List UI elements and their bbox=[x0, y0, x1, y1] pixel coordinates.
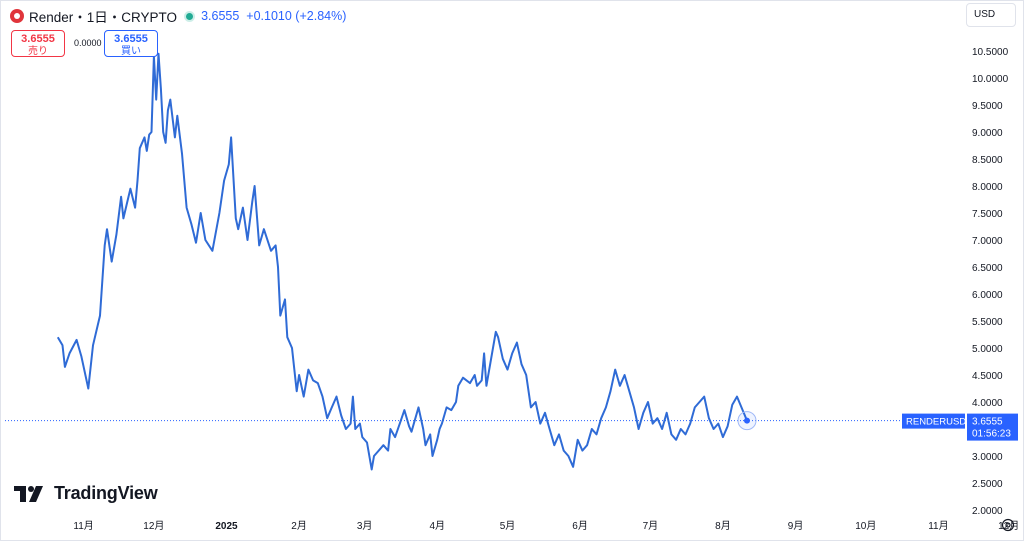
y-tick-label: 10.0000 bbox=[972, 74, 1009, 85]
y-tick-label: 7.5000 bbox=[972, 209, 1003, 220]
tradingview-logo-icon bbox=[14, 485, 43, 502]
y-tick-label: 10.5000 bbox=[972, 47, 1009, 58]
y-tick-label: 8.5000 bbox=[972, 155, 1003, 166]
x-tick-label: 6月 bbox=[572, 520, 588, 532]
y-tick-label: 9.0000 bbox=[972, 128, 1003, 139]
buy-price: 3.6555 bbox=[114, 33, 148, 45]
sell-price: 3.6555 bbox=[21, 33, 55, 45]
live-price-dot bbox=[744, 417, 750, 424]
y-tick-label: 5.0000 bbox=[972, 344, 1003, 355]
buy-label: 買い bbox=[121, 46, 141, 57]
last-price-value: 3.6555 bbox=[972, 417, 1003, 428]
x-tick-label: 2025 bbox=[215, 521, 238, 532]
last-price-tag bbox=[967, 413, 1018, 441]
header-change: +0.1010 (+2.84%) bbox=[246, 9, 347, 23]
bar-countdown: 01:56:23 bbox=[972, 429, 1011, 440]
price-line bbox=[56, 52, 748, 471]
settings-gear-icon[interactable] bbox=[1000, 517, 1016, 533]
y-tick-label: 4.5000 bbox=[972, 371, 1003, 382]
x-tick-label: 7月 bbox=[643, 520, 659, 532]
x-tick-label: 9月 bbox=[788, 520, 804, 532]
y-tick-label: 2.5000 bbox=[972, 479, 1003, 490]
x-tick-label: 3月 bbox=[357, 520, 373, 532]
y-tick-label: 9.5000 bbox=[972, 101, 1003, 112]
x-tick-label: 2月 bbox=[291, 520, 307, 532]
symbol-price-label: RENDERUSD 3.6555 01:56:23 bbox=[902, 413, 1018, 441]
y-tick-label: 8.0000 bbox=[972, 182, 1003, 193]
symbol-title[interactable]: Render・1日・CRYPTO bbox=[29, 10, 178, 25]
x-tick-label: 11月 bbox=[928, 520, 948, 532]
render-logo-icon bbox=[10, 9, 24, 23]
y-tick-label: 6.5000 bbox=[972, 263, 1003, 274]
time-axis[interactable]: 11月 12月 2025 2月 3月 4月 5月 6月 7月 8月 9月 10月 11月 12月 bbox=[73, 520, 1019, 532]
y-tick-label: 3.0000 bbox=[972, 452, 1003, 463]
sell-label: 売り bbox=[28, 46, 48, 57]
buy-button[interactable]: 3.6555 買い bbox=[104, 30, 158, 57]
watermark-text: TradingView bbox=[54, 483, 158, 503]
price-axis[interactable]: 10.5000 10.0000 9.5000 9.0000 8.5000 8.0000 7.… bbox=[972, 47, 1009, 517]
x-tick-label: 4月 bbox=[429, 520, 445, 532]
currency-button[interactable]: USD bbox=[966, 3, 1016, 27]
y-tick-label: 6.0000 bbox=[972, 290, 1003, 301]
x-tick-label: 8月 bbox=[715, 520, 731, 532]
symbol-tag bbox=[902, 413, 965, 429]
tradingview-watermark[interactable]: TradingView bbox=[14, 483, 158, 504]
y-tick-label: 2.0000 bbox=[972, 506, 1003, 517]
sell-button[interactable]: 3.6555 売り bbox=[11, 30, 65, 57]
y-tick-label: 4.0000 bbox=[972, 398, 1003, 409]
x-tick-label: 10月 bbox=[855, 520, 876, 532]
y-tick-label: 7.0000 bbox=[972, 236, 1003, 247]
x-tick-label: 5月 bbox=[500, 520, 516, 532]
market-status-icon[interactable] bbox=[186, 12, 194, 20]
x-tick-label: 12月 bbox=[143, 520, 164, 532]
spread-value: 0.0000 bbox=[74, 38, 102, 48]
header-price: 3.6555 bbox=[201, 9, 240, 23]
y-tick-label: 5.5000 bbox=[972, 317, 1003, 328]
symbol-tag-text: RENDERUSD bbox=[906, 417, 966, 428]
symbol-header: Render・1日・CRYPTO 3.6555 +0.1010 (+2.84%) bbox=[10, 7, 346, 25]
x-tick-label: 11月 bbox=[73, 520, 93, 532]
